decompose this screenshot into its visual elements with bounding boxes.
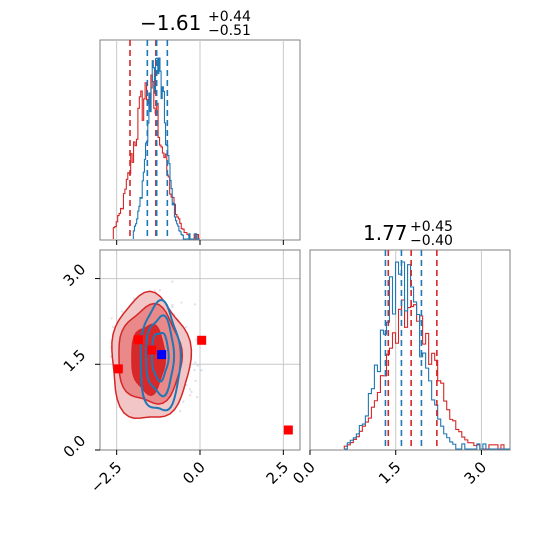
bottom-left-sample-point [180, 301, 183, 304]
bottom-left-x-tick-label: 0.0 [179, 458, 209, 488]
bottom-left-y-tick-label: 1.5 [60, 346, 90, 376]
bottom-left-sample-point [133, 297, 136, 300]
bottom-right-frame [309, 249, 511, 451]
bottom-left-contours [100, 250, 300, 451]
bottom-left-sample-point [196, 396, 199, 399]
bottom-left-sample-point [195, 338, 198, 341]
bottom-left-sample-point [171, 304, 174, 307]
bottom-left-sample-point [109, 355, 112, 358]
panel-bottom-left: −2.5 0.0 2.50.01.53.0 [60, 249, 301, 497]
bottom-left-blue-contour-mid [145, 314, 176, 398]
bottom-left-sample-point [189, 388, 192, 391]
top-left-title-plus: +0.44 [208, 9, 251, 25]
panel-bottom-right: 0.0 1.5 3.0 1.77 +0.45 −0.40 [289, 219, 511, 488]
top-left-histograms [112, 40, 284, 245]
bottom-left-red-square-marker [283, 425, 293, 435]
bottom-right-histograms [343, 250, 510, 450]
bottom-left-sample-point [194, 361, 197, 364]
bottom-left-x-tick-label: 2.5 [263, 458, 293, 488]
bottom-left-sample-point [171, 280, 174, 283]
bottom-left-red-square-marker [113, 364, 123, 374]
bottom-right-title-plus: +0.45 [410, 219, 453, 235]
bottom-left-y-tick-label: 3.0 [60, 260, 90, 290]
bottom-left-sample-point [193, 369, 196, 372]
bottom-left-sample-point [189, 394, 192, 397]
bottom-left-sample-point [110, 346, 113, 349]
bottom-left-y-tick-label: 0.0 [60, 432, 90, 462]
bottom-left-red-square-marker [133, 335, 143, 345]
top-left-blue-histogram [132, 57, 200, 240]
bottom-left-sample-point [112, 326, 115, 329]
bottom-left-sample-point [179, 410, 182, 413]
panel-top-left: −1.61 +0.44 −0.51 [99, 9, 301, 245]
bottom-left-sample-point [130, 417, 133, 420]
bottom-right-title-value: 1.77 [363, 221, 408, 245]
bottom-left-sample-point [196, 364, 199, 367]
bottom-left-blue-contour-outer [139, 299, 182, 412]
bottom-left-blue-contour-inner [150, 331, 170, 383]
bottom-left-sample-point [194, 379, 197, 382]
top-left-title-minus: −0.51 [208, 23, 251, 39]
bottom-right-x-tick-label: 1.5 [375, 458, 405, 488]
bottom-left-sample-point [173, 313, 176, 316]
bottom-right-x-tick-label: 0.0 [289, 458, 319, 488]
bottom-left-sample-point [200, 369, 203, 372]
bottom-left-blue-square-marker [157, 350, 167, 360]
bottom-right-red-histogram [343, 299, 510, 450]
bottom-right-blue-histogram [344, 261, 510, 450]
bottom-left-red-square-marker [147, 345, 157, 355]
bottom-left-sample-point [159, 289, 162, 292]
bottom-right-title: 1.77 [363, 221, 408, 245]
bottom-left-sample-point [185, 383, 188, 386]
bottom-left-red-square-marker [197, 335, 207, 345]
bottom-left-sample-point [190, 390, 193, 393]
bottom-right-ticks: 0.0 1.5 3.0 [289, 450, 490, 488]
bottom-right-title-minus: −0.40 [410, 233, 453, 249]
bottom-left-sample-point [171, 305, 174, 308]
bottom-right-x-tick-label: 3.0 [461, 458, 491, 488]
bottom-left-sample-point [182, 400, 185, 403]
bottom-left-sample-point [153, 289, 156, 292]
bottom-left-x-tick-label: −2.5 [87, 458, 125, 496]
bottom-left-sample-point [110, 317, 113, 320]
bottom-left-sample-point [121, 310, 124, 313]
bottom-left-sample-point [193, 303, 196, 306]
bottom-left-sample-point [185, 326, 188, 329]
top-left-title-value: −1.61 [140, 11, 201, 35]
top-left-title: −1.61 [140, 11, 201, 35]
